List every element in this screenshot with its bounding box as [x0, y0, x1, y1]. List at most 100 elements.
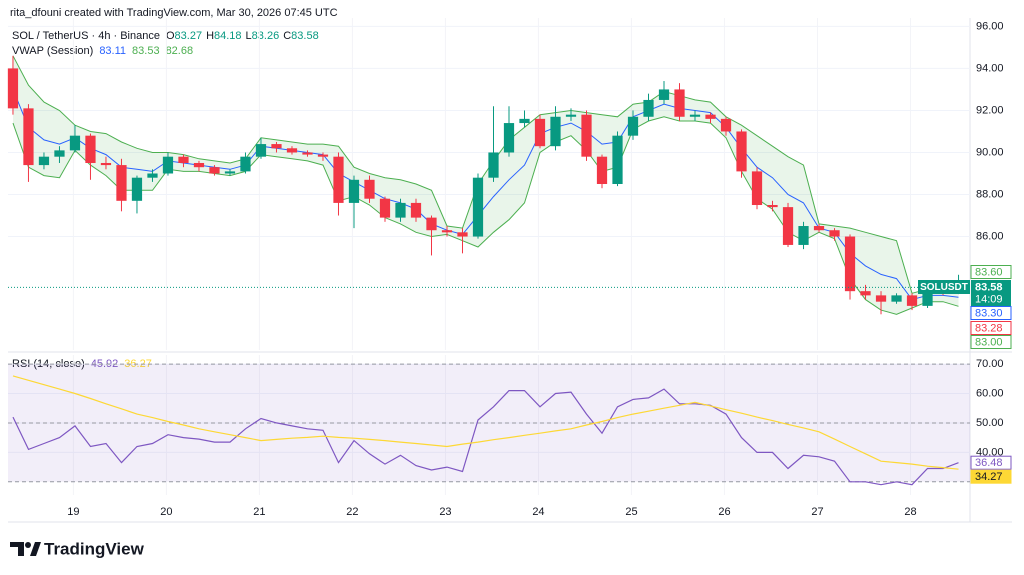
- ohlc-key: L: [246, 30, 252, 42]
- x-tick-label: 21: [253, 506, 265, 518]
- last-value-label: 36.48: [975, 457, 1003, 469]
- candle-body: [364, 179, 375, 199]
- candle-body: [906, 295, 918, 306]
- x-tick-label: 20: [160, 506, 172, 518]
- price-label-box: [970, 335, 1012, 349]
- last-value-box: [970, 469, 1012, 484]
- candle-body: [705, 114, 716, 119]
- ohlc-key: H: [206, 30, 214, 42]
- series-line: [12, 375, 959, 470]
- candle-body: [271, 144, 282, 149]
- candle-body: [100, 162, 112, 166]
- candle-body: [116, 165, 127, 201]
- rsi-band-fill: [8, 364, 970, 482]
- y-tick-label: 88.00: [976, 188, 1004, 200]
- last-value-box: [970, 455, 1012, 470]
- logo-mark: [10, 542, 24, 556]
- candle-body: [472, 177, 484, 237]
- candle-body: [689, 114, 701, 117]
- price-label: 83.30: [975, 307, 1003, 319]
- candle-body: [178, 156, 189, 163]
- y-tick-label: 90.00: [976, 146, 1004, 158]
- candle-body: [38, 156, 50, 166]
- y-tick-label: 50.00: [976, 417, 1004, 429]
- y-tick-label: 92.00: [976, 104, 1004, 116]
- candle-body: [658, 89, 670, 100]
- vwap-band-line: [12, 55, 959, 294]
- vwap-legend: VWAP (Session) 83.11 83.53 82.68: [12, 45, 193, 57]
- candle-body: [379, 198, 391, 218]
- candle-body: [751, 171, 763, 206]
- brand: TradingView: [44, 539, 145, 558]
- candle-body: [426, 217, 437, 231]
- symbol-title: SOL / TetherUS · 4h · Binance: [12, 30, 160, 42]
- candle-body: [286, 148, 298, 153]
- candle-body: [69, 135, 81, 151]
- candle-body: [85, 135, 96, 163]
- symbol-box: [918, 280, 970, 294]
- candle-body: [519, 118, 530, 124]
- main-legend: SOL / TetherUS · 4h · Binance O83.27 H84.1…: [12, 30, 319, 42]
- candle-body: [813, 226, 825, 231]
- candle-body: [240, 156, 251, 172]
- y-tick-label: 40.00: [976, 446, 1004, 458]
- candle-body: [255, 144, 267, 157]
- ohlc-value: 83.58: [291, 30, 319, 42]
- x-tick-label: 26: [718, 506, 730, 518]
- ohlc-value: 83.26: [252, 30, 280, 42]
- x-tick-label: 25: [625, 506, 637, 518]
- candle-body: [581, 114, 592, 157]
- candle-body: [860, 291, 871, 296]
- vwap-upper-value: 83.53: [132, 45, 160, 57]
- countdown: 14:09: [975, 293, 1003, 305]
- caption: rita_dfouni created with TradingView.com…: [10, 7, 338, 19]
- y-tick-label: 86.00: [976, 230, 1004, 242]
- series-line: [12, 388, 959, 486]
- ohlc-value: 84.18: [214, 30, 242, 42]
- candle-body: [23, 108, 34, 166]
- candle-body: [224, 171, 236, 174]
- candle-body: [441, 230, 453, 233]
- ohlc-key: O: [166, 30, 175, 42]
- candle-body: [209, 167, 220, 174]
- x-tick-label: 23: [439, 506, 451, 518]
- candle-body: [612, 135, 623, 184]
- candle-body: [596, 156, 608, 184]
- last-price-box: [971, 280, 1011, 306]
- candle-body: [7, 68, 19, 109]
- candle-body: [891, 295, 902, 302]
- candle-body: [131, 177, 143, 201]
- candle-body: [782, 207, 794, 245]
- candle-body: [54, 150, 65, 157]
- candle-body: [720, 118, 732, 132]
- candle-body: [348, 179, 360, 203]
- candle-body: [457, 232, 468, 237]
- candle-body: [550, 116, 561, 147]
- candle-body: [147, 173, 158, 178]
- candle-body: [643, 99, 654, 117]
- vwap-lower-value: 82.68: [166, 45, 194, 57]
- ohlc-value: 83.27: [175, 30, 203, 42]
- y-tick-label: 60.00: [976, 387, 1004, 399]
- candle-body: [798, 226, 809, 245]
- candle-body: [844, 236, 856, 292]
- y-tick-label: 94.00: [976, 62, 1004, 74]
- y-tick-label: 70.00: [976, 358, 1004, 370]
- candle-body: [875, 295, 887, 302]
- candle-body: [829, 230, 840, 237]
- candle-body: [534, 118, 546, 147]
- price-label: 83.28: [975, 322, 1003, 334]
- logo-dot: [25, 542, 31, 548]
- candle-body: [736, 131, 747, 172]
- price-label-box: [970, 265, 1012, 279]
- x-tick-label: 22: [346, 506, 358, 518]
- candle-body: [193, 162, 205, 168]
- candle-body: [767, 205, 778, 208]
- brand-logo: [10, 542, 41, 556]
- candle-body: [674, 89, 685, 117]
- vwap-title: VWAP (Session): [12, 45, 93, 57]
- candle-body: [317, 154, 329, 157]
- price-label: 83.00: [975, 336, 1003, 348]
